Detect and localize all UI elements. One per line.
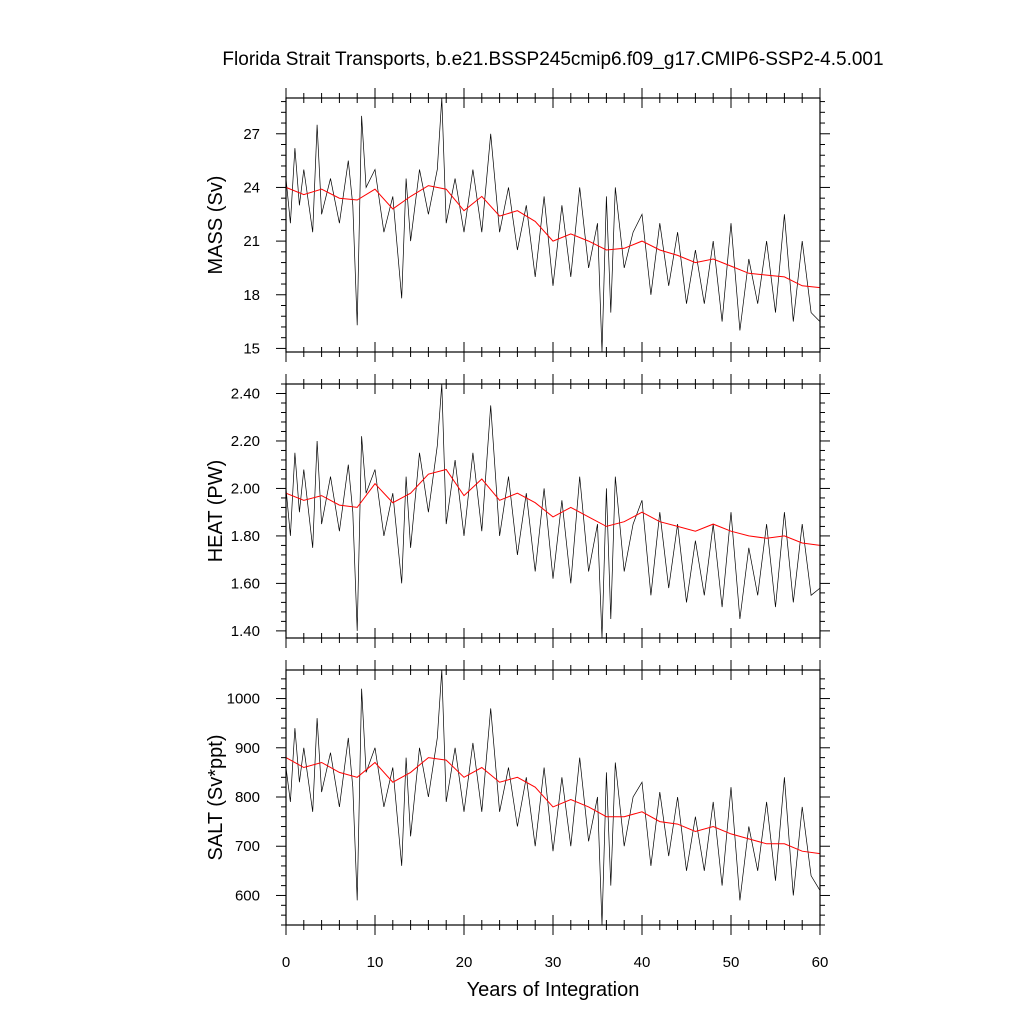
series-line-smooth	[285, 757, 821, 855]
plot-frame	[285, 383, 821, 639]
y-axis-label: SALT (Sv*ppt)	[205, 735, 227, 861]
y-tick-label: 15	[243, 340, 260, 357]
y-tick-label: 2.00	[231, 480, 260, 497]
y-tick-label: 27	[243, 126, 260, 143]
y-tick-label: 1.60	[231, 575, 260, 592]
y-tick-label: 18	[243, 287, 260, 304]
series-line-raw	[285, 383, 821, 639]
panels-group: 15 18 21 24 27 MASS (Sv) 1.40 1.60 1.80 2.00 2.20 2…	[205, 88, 830, 971]
chart-title: Florida Strait Transports, b.e21.BSSP245…	[222, 49, 883, 70]
x-tick-label: 60	[812, 954, 829, 971]
y-tick-label: 2.20	[231, 433, 260, 450]
y-tick-label: 2.40	[231, 385, 260, 402]
x-tick-label: 10	[367, 954, 384, 971]
series-line-smooth	[285, 468, 821, 546]
y-tick-label: 1.80	[231, 528, 260, 545]
y-axis-label: HEAT (PW)	[205, 460, 227, 563]
x-tick-label: 20	[456, 954, 473, 971]
series-line-raw	[285, 97, 821, 353]
series-line-raw	[285, 669, 821, 926]
y-tick-label: 600	[235, 887, 260, 904]
y-tick-label: 800	[235, 789, 260, 806]
y-tick-label: 21	[243, 233, 260, 250]
x-tick-label: 30	[545, 954, 562, 971]
panel-2: 1.40 1.60 1.80 2.00 2.20 2.40 HEAT (PW)	[205, 374, 830, 648]
plot-frame	[285, 669, 821, 926]
panel-3: 600 700 800 900 1000 SALT (Sv*ppt) 0 10 20 30 40 50…	[205, 660, 830, 971]
y-tick-label: 1.40	[231, 623, 260, 640]
x-tick-label: 0	[282, 954, 290, 971]
series-line-smooth	[285, 185, 821, 289]
x-axis-label: Years of Integration	[467, 979, 640, 1001]
y-axis-label: MASS (Sv)	[205, 176, 227, 275]
y-tick-label: 700	[235, 838, 260, 855]
plot-frame	[285, 97, 821, 353]
x-tick-label: 40	[634, 954, 651, 971]
y-tick-label: 900	[235, 740, 260, 757]
x-tick-label: 50	[723, 954, 740, 971]
y-tick-label: 24	[243, 179, 260, 196]
y-tick-label: 1000	[227, 691, 260, 708]
panel-1: 15 18 21 24 27 MASS (Sv)	[205, 88, 830, 362]
